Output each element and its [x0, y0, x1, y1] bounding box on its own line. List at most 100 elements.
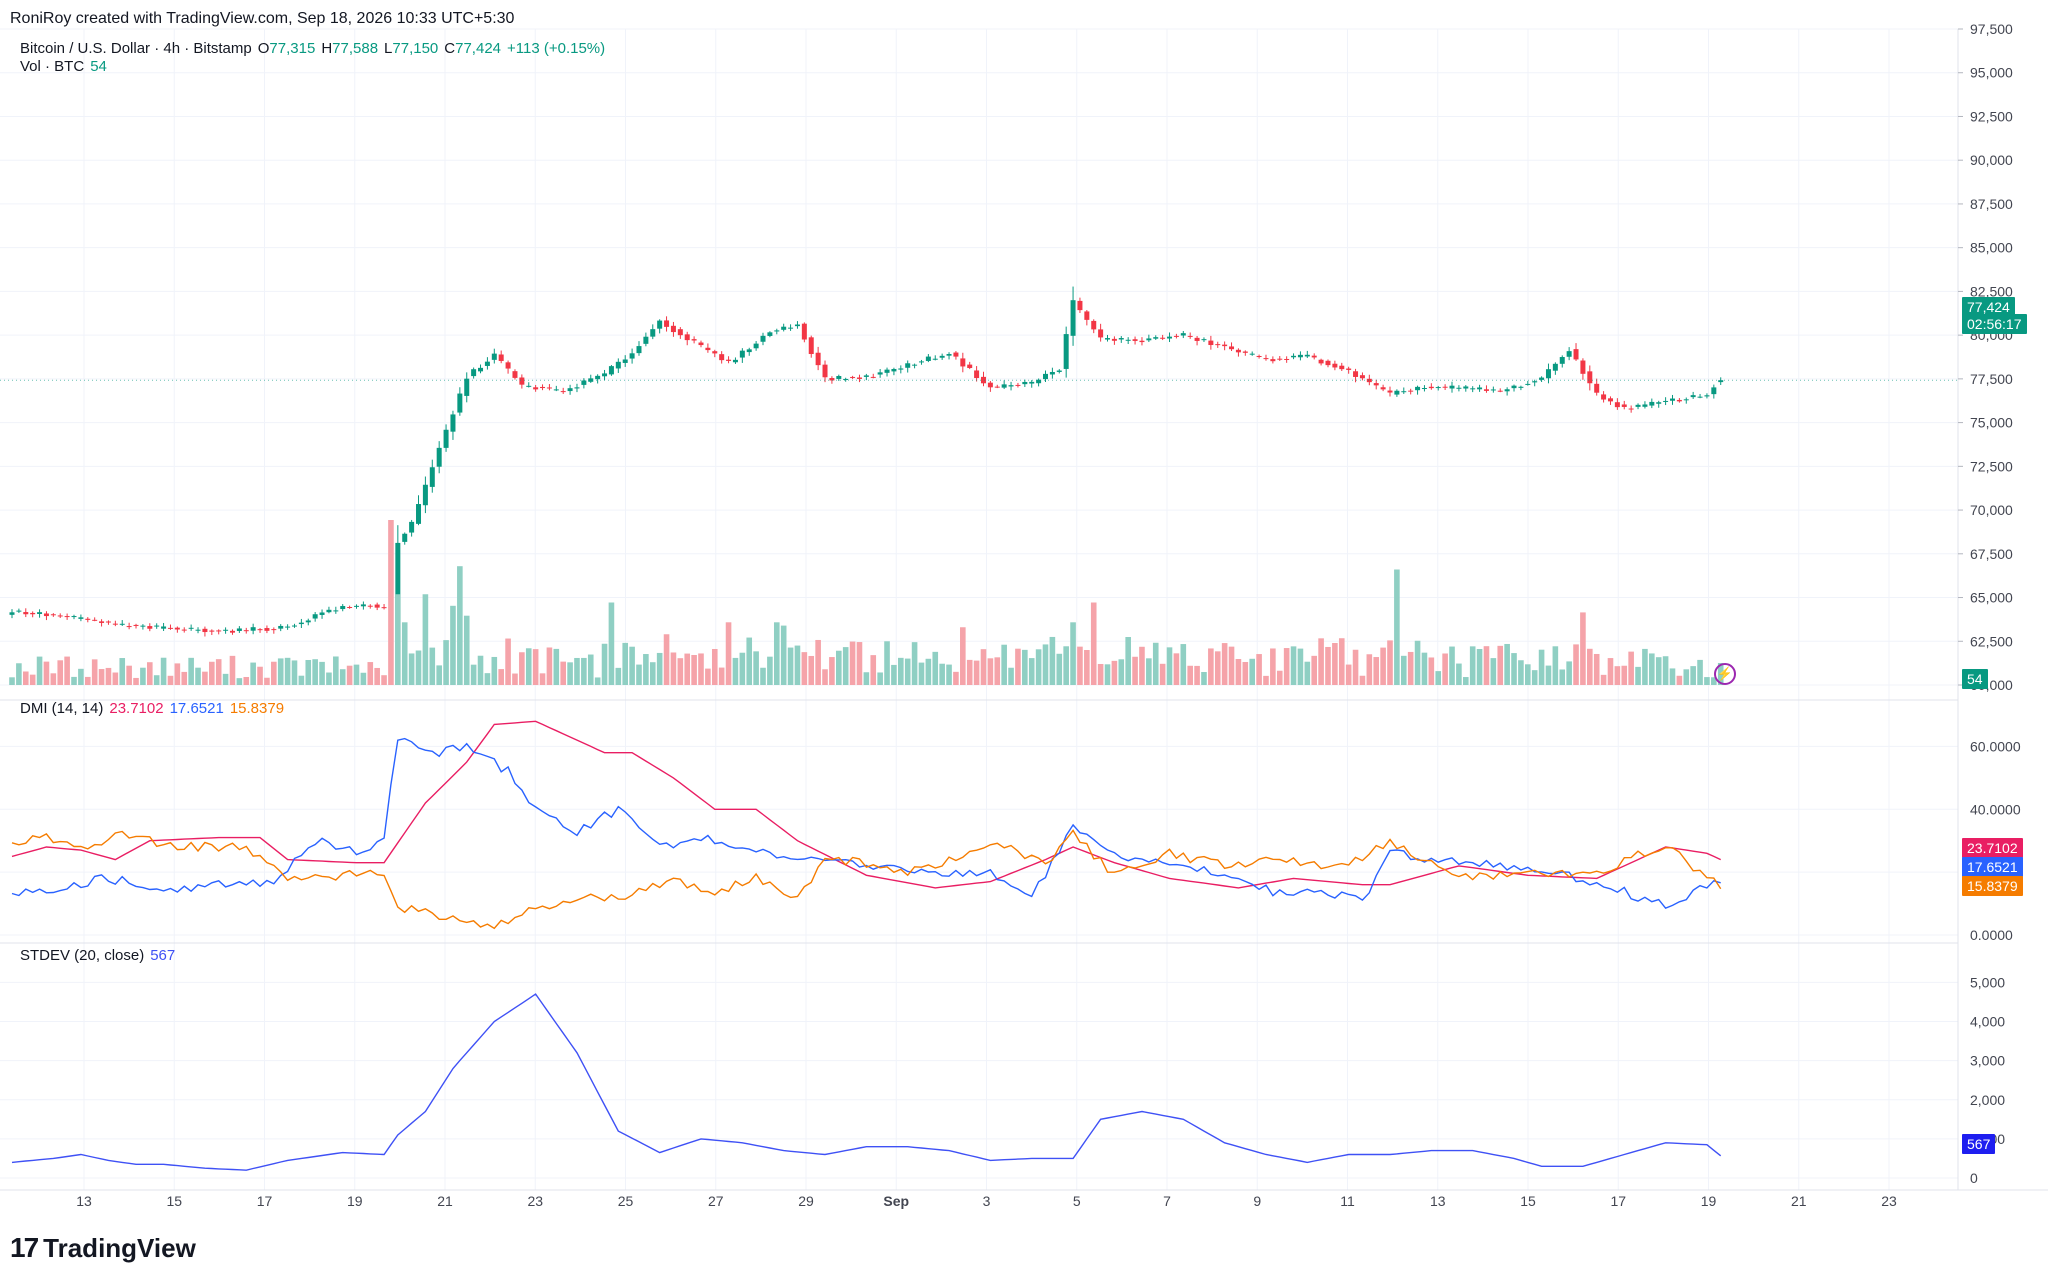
- volume-bar-68: [477, 655, 484, 685]
- candle-body-53: [374, 604, 380, 608]
- volume-bar-9: [71, 676, 77, 685]
- volume-bar-15: [112, 672, 119, 685]
- dmi-pane[interactable]: [11, 720, 1722, 930]
- price-tick-label-12: 67,500: [1970, 546, 2013, 562]
- volume-bar-100: [698, 653, 704, 685]
- candle-body-63: [443, 429, 449, 448]
- volume-bar-21: [153, 675, 160, 685]
- volume-bar-232: [1607, 658, 1614, 685]
- symbol-title: Bitcoin / U.S. Dollar · 4h · Bitstamp: [20, 40, 252, 57]
- candle-body-238: [1649, 401, 1655, 406]
- volume-bar-31: [222, 673, 229, 685]
- volume-value: 54: [90, 58, 107, 75]
- candle-body-27: [195, 629, 201, 631]
- candle-body-137: [953, 352, 959, 357]
- candle-body-22: [161, 626, 167, 629]
- candle-body-161: [1118, 338, 1124, 340]
- candle-body-97: [677, 329, 683, 336]
- volume-bar-8: [64, 656, 70, 685]
- volume-bar-170: [1180, 644, 1187, 685]
- candle-body-213: [1477, 387, 1483, 390]
- volume-bar-112: [780, 625, 787, 685]
- dmi-legend[interactable]: DMI (14, 14) 23.7102 17.6521 15.8379: [20, 700, 290, 717]
- volume-bar-204: [1414, 640, 1421, 685]
- candle-body-43: [305, 620, 311, 623]
- volume-bar-96: [670, 652, 677, 685]
- price-tick-label-1: 95,000: [1970, 65, 2013, 81]
- volume-bar-5: [43, 661, 50, 685]
- volume-bar-211: [1462, 677, 1469, 685]
- volume-bar-196: [1359, 675, 1366, 685]
- volume-bar-237: [1642, 648, 1648, 685]
- candle-body-79: [553, 389, 559, 391]
- volume-bar-244: [1690, 666, 1696, 685]
- candle-body-195: [1353, 371, 1359, 377]
- candle-body-230: [1594, 383, 1600, 393]
- candle-body-164: [1139, 340, 1145, 343]
- candle-body-57: [402, 533, 408, 542]
- candle-body-132: [918, 361, 924, 363]
- volume-bar-189: [1311, 655, 1318, 685]
- x-tick-label-17: 17: [1610, 1193, 1626, 1209]
- volume-bar-210: [1456, 663, 1462, 685]
- candle-body-119: [829, 378, 835, 381]
- volume-bar-169: [1173, 653, 1180, 685]
- candle-body-101: [705, 347, 711, 351]
- volume-bar-84: [587, 654, 594, 685]
- volume-bar-215: [1490, 658, 1497, 685]
- volume-bar-105: [732, 657, 739, 685]
- volume-bar-123: [856, 642, 863, 685]
- volume-bar-212: [1469, 646, 1476, 685]
- volume-pane[interactable]: [9, 520, 1724, 685]
- volume-bar-240: [1662, 656, 1669, 685]
- stdev-label: STDEV (20, close): [20, 947, 145, 964]
- candle-body-76: [533, 387, 539, 390]
- volume-legend[interactable]: Vol · BTC 54: [20, 58, 113, 75]
- x-tick-label-19: 21: [1791, 1193, 1807, 1209]
- candle-body-130: [905, 363, 911, 368]
- stdev-pane[interactable]: [11, 993, 1722, 1171]
- candle-body-219: [1518, 386, 1524, 388]
- x-tick-label-6: 25: [618, 1193, 634, 1209]
- volume-bar-205: [1421, 652, 1428, 685]
- price-tick-label-9: 75,000: [1970, 415, 2013, 431]
- price-pane[interactable]: [0, 286, 1958, 637]
- candle-body-115: [801, 323, 807, 340]
- candle-body-61: [429, 467, 435, 487]
- volume-bar-25: [181, 671, 188, 685]
- candle-body-42: [298, 622, 304, 625]
- volume-bar-140: [973, 660, 980, 685]
- volume-bar-59: [415, 650, 422, 685]
- volume-bar-42: [298, 675, 305, 685]
- lightning-icon[interactable]: ⚡: [1714, 663, 1736, 685]
- candle-body-151: [1049, 371, 1055, 375]
- volume-bar-158: [1097, 663, 1104, 685]
- candle-body-45: [319, 612, 325, 615]
- volume-bar-71: [498, 669, 504, 685]
- symbol-legend[interactable]: Bitcoin / U.S. Dollar · 4h · Bitstamp O77…: [20, 40, 611, 57]
- candle-body-206: [1428, 386, 1434, 389]
- candle-body-131: [912, 364, 918, 366]
- candle-body-44: [312, 614, 318, 619]
- x-tick-label-9: Sep: [883, 1193, 909, 1209]
- candle-body-113: [788, 327, 794, 329]
- x-tick-label-4: 21: [437, 1193, 453, 1209]
- volume-bar-87: [608, 602, 615, 685]
- tradingview-logo[interactable]: 17 TradingView: [10, 1232, 196, 1264]
- candle-body-48: [340, 606, 346, 610]
- volume-bar-61: [429, 647, 436, 685]
- candle-body-163: [1132, 339, 1138, 341]
- volume-bar-228: [1580, 612, 1586, 685]
- volume-bar-183: [1270, 648, 1276, 685]
- stdev-legend[interactable]: STDEV (20, close) 567: [20, 947, 181, 964]
- candle-body-228: [1580, 360, 1586, 374]
- volume-bar-138: [960, 627, 966, 685]
- candle-body-243: [1683, 399, 1689, 401]
- candle-body-150: [1043, 373, 1048, 380]
- candle-body-180: [1249, 353, 1255, 355]
- volume-bar-81: [567, 662, 573, 685]
- volume-bar-241: [1669, 668, 1676, 685]
- volume-bar-74: [519, 652, 525, 685]
- volume-bar-13: [98, 669, 105, 685]
